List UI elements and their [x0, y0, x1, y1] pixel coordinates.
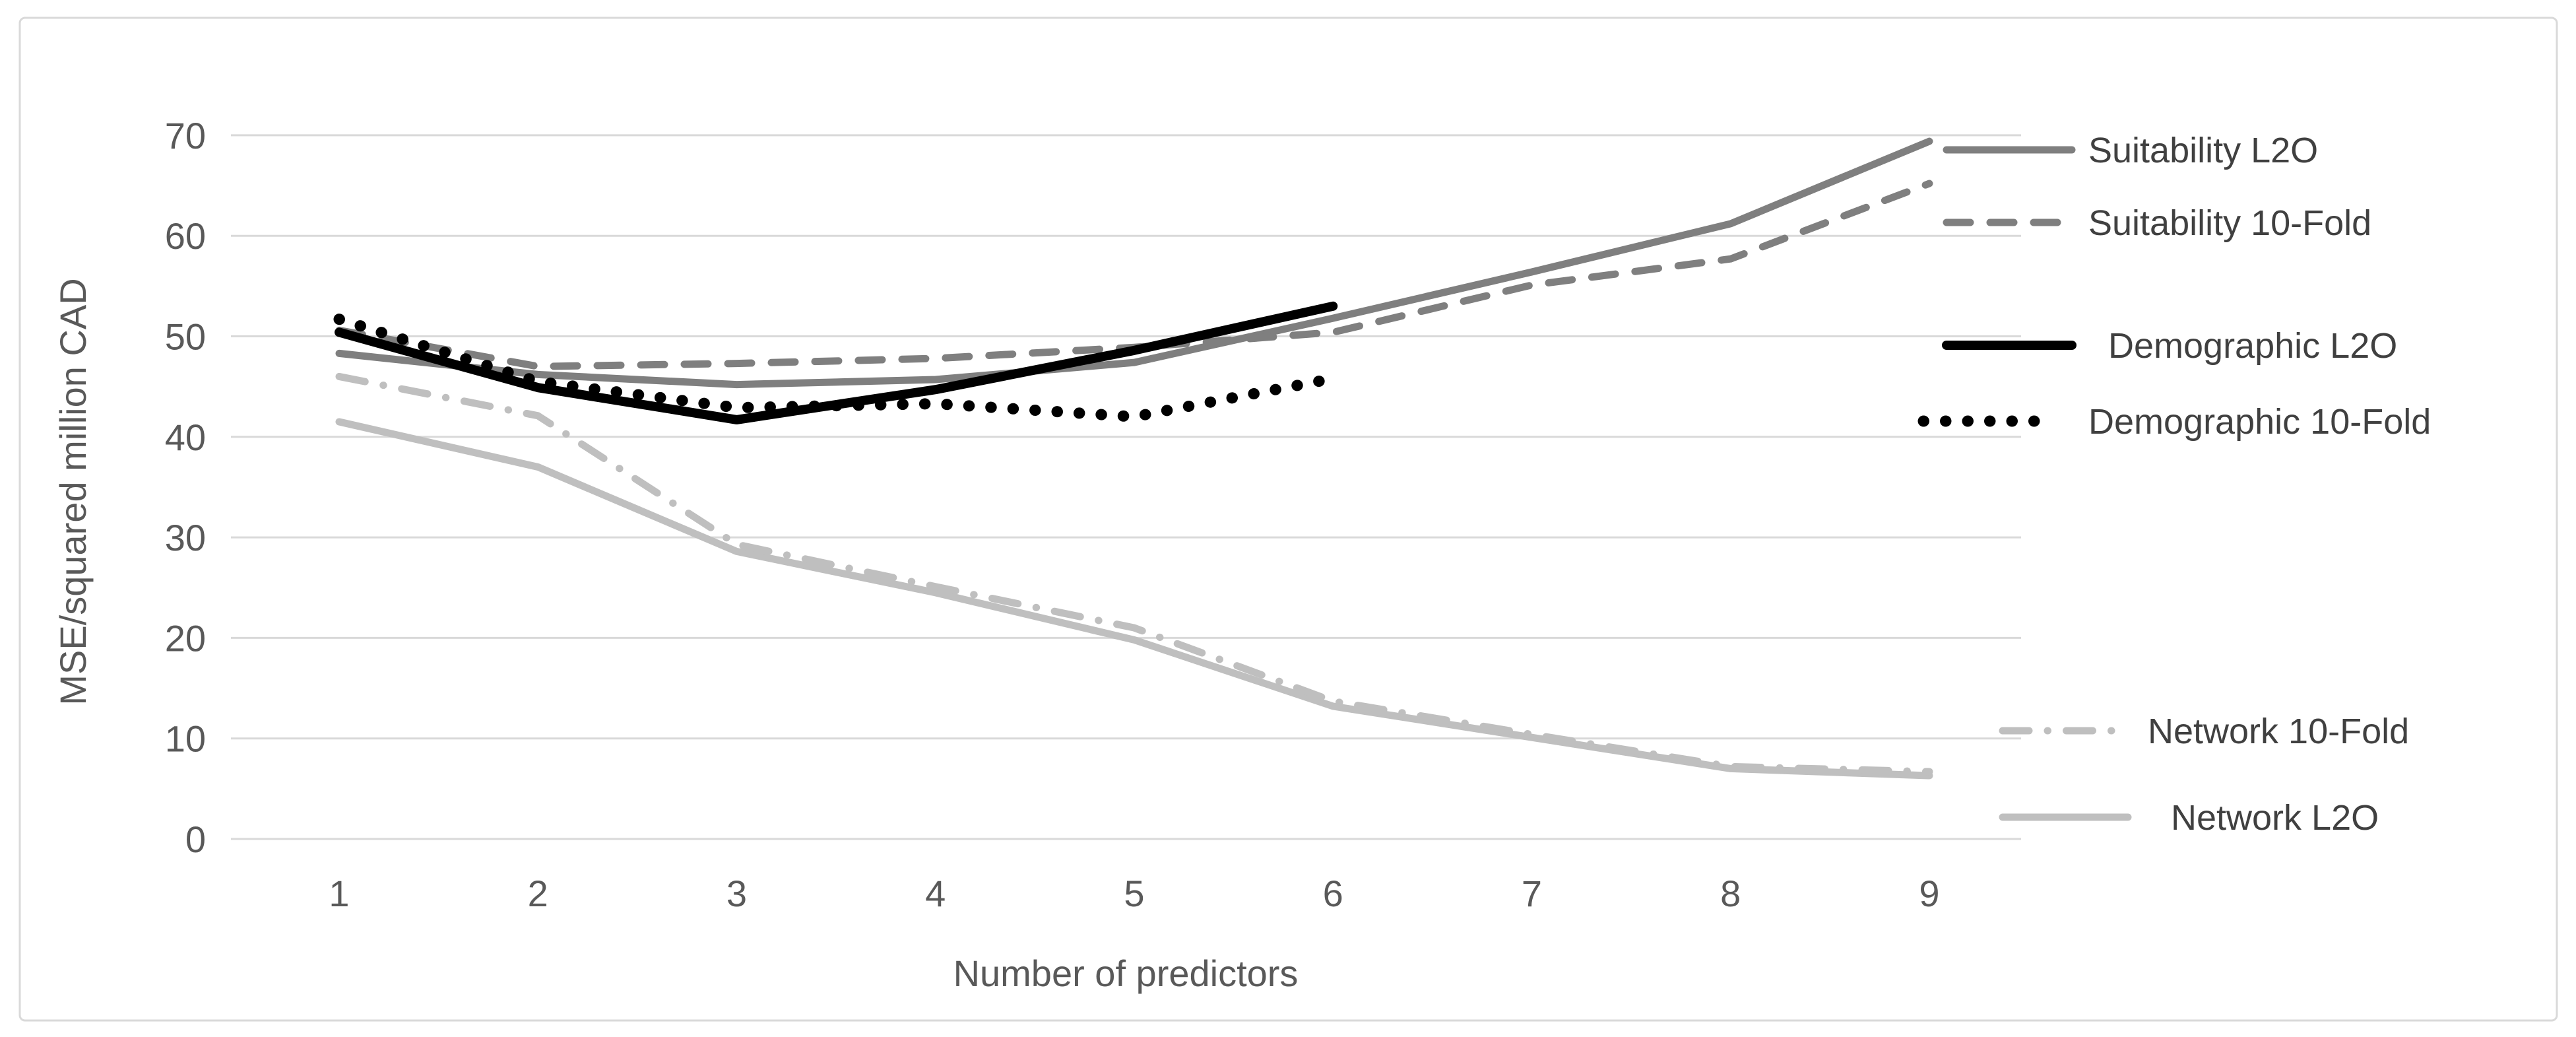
- x-tick-label-1: 1: [329, 873, 349, 914]
- legend-label-suitability-l2o: Suitability L2O: [2088, 131, 2318, 170]
- x-axis-title: Number of predictors: [953, 953, 1299, 994]
- x-tick-label-4: 4: [925, 873, 946, 914]
- series-line-suitability-l2o: [335, 137, 1933, 389]
- axis-labels: 0 10 20 30 40 50 60 70 1 2 3 4 5 6 7 8 9: [165, 115, 1940, 914]
- legend-label-demographic-10-fold: Demographic 10-Fold: [2088, 402, 2431, 442]
- y-tick-label-50: 50: [165, 316, 206, 358]
- legend-label-demographic-l2o: Demographic L2O: [2108, 326, 2397, 366]
- legend-label-suitability-10-fold: Suitability 10-Fold: [2088, 203, 2371, 243]
- legend-label-network-10-fold: Network 10-Fold: [2148, 712, 2409, 751]
- legend: Suitability L2O Suitability 10-Fold Demogr…: [1917, 131, 2431, 838]
- x-tick-label-3: 3: [726, 873, 747, 914]
- y-tick-label-10: 10: [165, 718, 206, 760]
- x-tick-label-9: 9: [1919, 873, 1939, 914]
- x-tick-label-5: 5: [1124, 873, 1144, 914]
- series-lines: [333, 137, 1933, 780]
- legend-label-network-l2o: Network L2O: [2171, 798, 2379, 838]
- series-line-demographic-10-fold: [333, 314, 1339, 422]
- x-tick-label-6: 6: [1323, 873, 1343, 914]
- x-tick-label-2: 2: [528, 873, 548, 914]
- y-axis-title: MSE/squared million CAD: [52, 278, 94, 705]
- y-tick-label-20: 20: [165, 617, 206, 659]
- y-tick-label-70: 70: [165, 115, 206, 156]
- series-line-network-l2o: [335, 418, 1933, 780]
- series-line-network-10-fold: [335, 372, 1933, 776]
- y-tick-label-0: 0: [185, 819, 206, 860]
- x-tick-label-7: 7: [1522, 873, 1542, 914]
- x-tick-label-8: 8: [1720, 873, 1741, 914]
- y-tick-label-40: 40: [165, 417, 206, 458]
- y-tick-label-30: 30: [165, 517, 206, 558]
- y-tick-label-60: 60: [165, 215, 206, 257]
